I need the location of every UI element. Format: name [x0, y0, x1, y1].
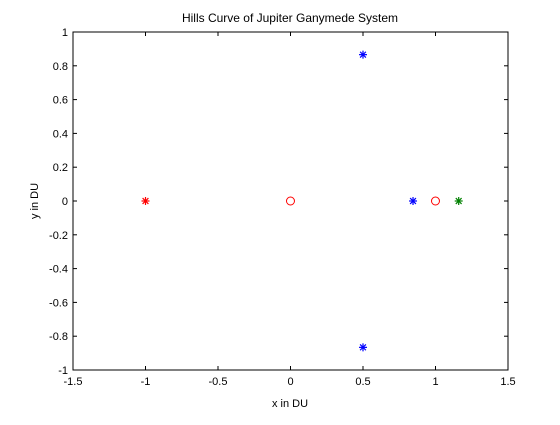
y-tick-label: 0.2: [53, 162, 68, 174]
data-point-circle: [430, 196, 440, 206]
x-axis-label: x in DU: [272, 398, 308, 410]
data-point-star: [359, 50, 367, 59]
data-point-star: [141, 197, 150, 205]
x-tick-label: 1: [432, 376, 438, 388]
x-tick-label: 0.5: [355, 376, 370, 388]
plot-area: [72, 31, 509, 371]
y-axis-label: y in DU: [29, 183, 41, 219]
data-point-star: [454, 197, 463, 205]
x-axis-ticks: -1.5 -1 -0.5 0 0.5 1 1.5: [64, 32, 516, 388]
y-tick-label: -0.6: [49, 297, 68, 309]
x-tick-label: -1: [141, 376, 151, 388]
y-tick-label: 1: [62, 27, 68, 39]
x-tick-label: 0: [287, 376, 293, 388]
y-tick-label: -1: [58, 365, 68, 377]
y-axis-ticks: -1 -0.8 -0.6 -0.4 -0.2 0 0.2 0.4 0.6 0.8 1: [49, 27, 508, 377]
y-tick-label: 0.4: [53, 128, 68, 140]
y-tick-label: 0: [62, 196, 68, 208]
y-tick-label: -0.4: [49, 264, 68, 276]
y-tick-label: -0.2: [49, 230, 68, 242]
chart-title: Hills Curve of Jupiter Ganymede System: [182, 11, 398, 25]
data-point-star: [409, 197, 418, 205]
data-point-circle: [285, 196, 295, 206]
x-tick-label: -0.5: [209, 376, 228, 388]
y-tick-label: 0.6: [53, 95, 68, 107]
x-tick-label: 1.5: [500, 376, 515, 388]
x-tick-label: -1.5: [64, 376, 83, 388]
y-tick-label: -0.8: [49, 331, 68, 343]
data-markers: [141, 50, 463, 352]
y-tick-label: 0.8: [53, 61, 68, 73]
data-point-star: [359, 343, 367, 352]
